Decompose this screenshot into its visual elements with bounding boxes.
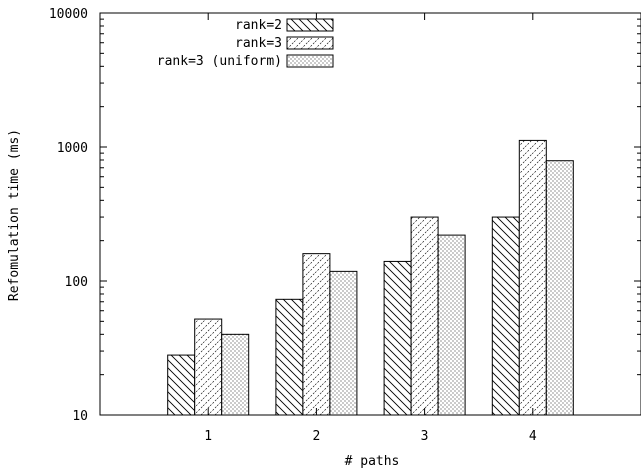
x-tick-group: 1 2 3 4	[204, 13, 537, 444]
x-tick-label: 1	[204, 429, 212, 444]
y-tick-label: 10	[72, 409, 88, 424]
x-tick-label: 2	[312, 429, 320, 444]
plot-area	[99, 12, 641, 416]
legend-swatch	[286, 18, 334, 32]
bar-hatch-back	[491, 216, 520, 416]
legend-swatch	[286, 54, 334, 68]
bar-dots	[329, 270, 358, 416]
y-tick-label: 1000	[57, 141, 88, 156]
legend-label: rank=3	[235, 36, 282, 51]
legend: rank=2 rank=3 rank=3 (uniform)	[157, 18, 334, 69]
x-tick-label: 4	[529, 429, 537, 444]
bar-hatch-fwd	[302, 253, 331, 416]
y-tick-label: 10000	[49, 7, 88, 22]
bar-dots	[221, 333, 250, 416]
bars-group	[167, 139, 574, 416]
bar-dots	[437, 234, 466, 416]
x-axis-title: # paths	[345, 454, 400, 469]
bar-dots	[545, 160, 574, 416]
bar-hatch-fwd	[410, 216, 439, 416]
legend-swatch	[286, 36, 334, 50]
bar-hatch-back	[167, 354, 196, 416]
y-axis-title: Refomulation time (ms)	[7, 129, 22, 301]
legend-label: rank=3 (uniform)	[157, 54, 282, 69]
legend-label: rank=2	[235, 18, 282, 33]
bar-hatch-back	[383, 260, 412, 416]
x-tick-label: 3	[421, 429, 429, 444]
bar-hatch-fwd	[518, 139, 547, 416]
y-tick-label: 100	[65, 275, 88, 290]
bar-hatch-back	[275, 298, 304, 416]
plot-frame	[99, 12, 641, 416]
y-tick-group: 10 100 1000 10000	[49, 7, 641, 424]
bar-hatch-fwd	[194, 318, 223, 416]
